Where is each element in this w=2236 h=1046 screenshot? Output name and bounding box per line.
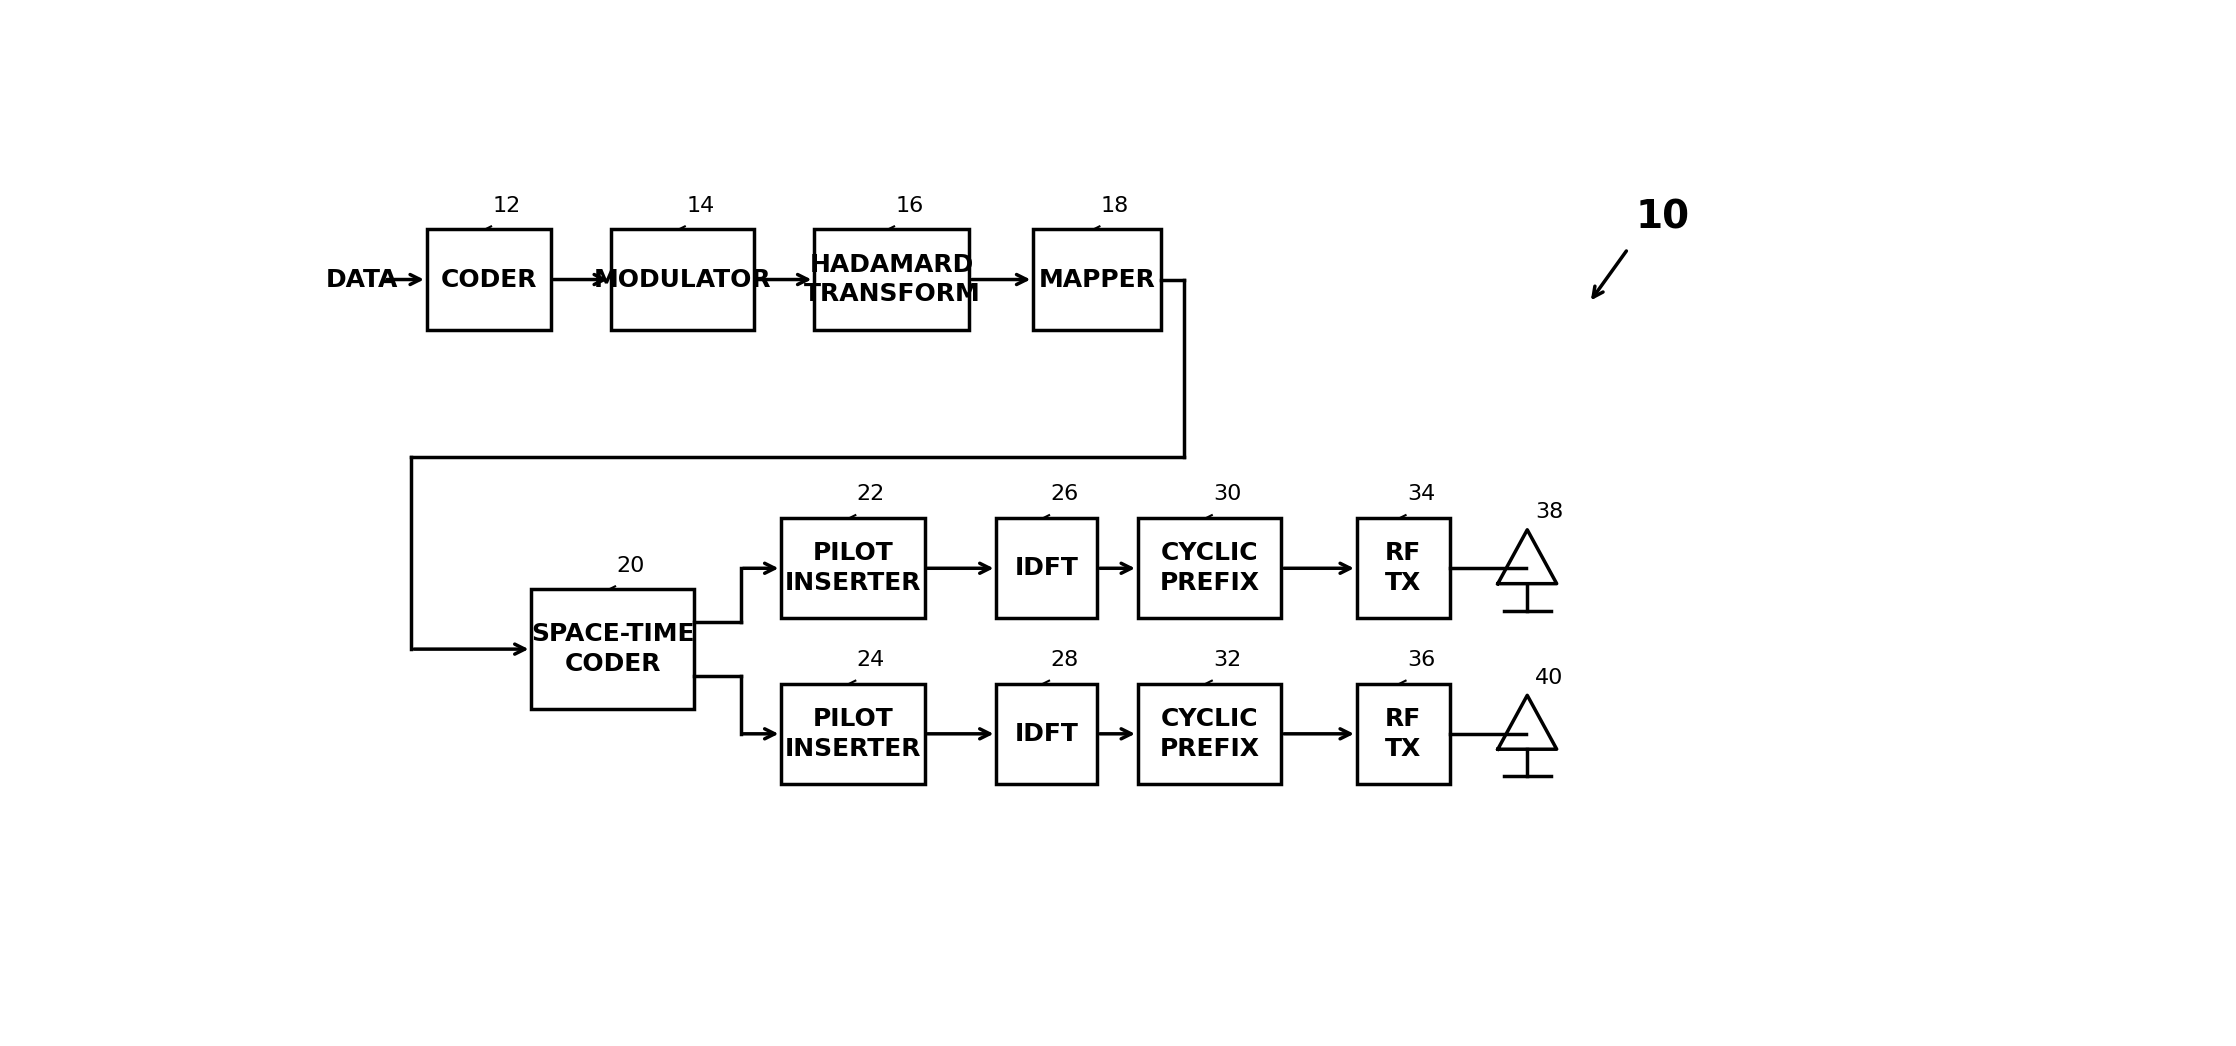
Bar [1357, 518, 1449, 618]
Text: MAPPER: MAPPER [1040, 268, 1156, 292]
Text: 18: 18 [1100, 196, 1129, 215]
Text: 40: 40 [1534, 667, 1563, 687]
Text: HADAMARD
TRANSFORM: HADAMARD TRANSFORM [803, 253, 979, 306]
Bar [1357, 684, 1449, 783]
Bar [1138, 518, 1281, 618]
Text: IDFT: IDFT [1015, 556, 1078, 581]
Text: DATA: DATA [326, 268, 398, 292]
Text: RF
TX: RF TX [1384, 542, 1422, 595]
Text: 38: 38 [1534, 502, 1563, 522]
Bar [427, 229, 550, 329]
Text: 10: 10 [1637, 199, 1690, 237]
Text: CYCLIC
PREFIX: CYCLIC PREFIX [1160, 707, 1259, 760]
Bar [780, 684, 926, 783]
Text: 28: 28 [1051, 650, 1080, 669]
Text: 34: 34 [1406, 484, 1436, 504]
Text: RF
TX: RF TX [1384, 707, 1422, 760]
Bar [1138, 684, 1281, 783]
Text: 14: 14 [686, 196, 716, 215]
Bar [814, 229, 968, 329]
Bar [610, 229, 754, 329]
Text: CODER: CODER [440, 268, 537, 292]
Bar [997, 518, 1098, 618]
Bar [780, 518, 926, 618]
Text: MODULATOR: MODULATOR [595, 268, 771, 292]
Text: IDFT: IDFT [1015, 722, 1078, 746]
Bar [997, 684, 1098, 783]
Text: 30: 30 [1214, 484, 1241, 504]
Bar [1033, 229, 1160, 329]
Text: 22: 22 [856, 484, 885, 504]
Bar [532, 590, 693, 709]
Text: PILOT
INSERTER: PILOT INSERTER [785, 542, 921, 595]
Text: 12: 12 [492, 196, 521, 215]
Text: 36: 36 [1406, 650, 1436, 669]
Text: 26: 26 [1051, 484, 1080, 504]
Text: 20: 20 [617, 555, 644, 575]
Text: CYCLIC
PREFIX: CYCLIC PREFIX [1160, 542, 1259, 595]
Text: 16: 16 [897, 196, 923, 215]
Text: 32: 32 [1214, 650, 1241, 669]
Text: PILOT
INSERTER: PILOT INSERTER [785, 707, 921, 760]
Text: 24: 24 [856, 650, 885, 669]
Text: SPACE-TIME
CODER: SPACE-TIME CODER [530, 622, 695, 676]
